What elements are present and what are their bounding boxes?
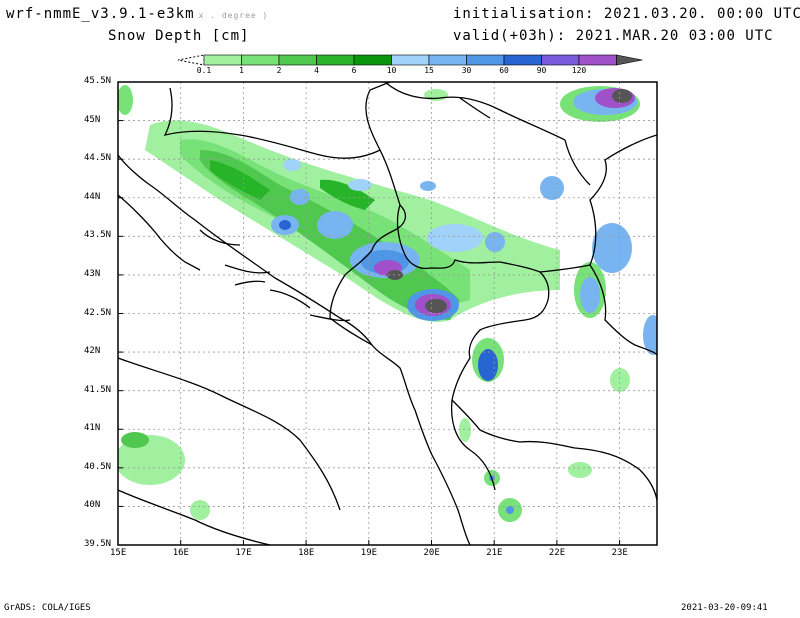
lon-label: 15E [110,548,127,558]
lat-label: 42.5N [84,307,112,318]
lat-label: 41.5N [84,384,112,395]
graticule [118,82,657,545]
colorbar-level: 120 [571,66,587,75]
colorbar-high-end [616,54,643,66]
model-name: wrf-nmmE_v3.9.1-e3km x . degree ) [6,6,268,22]
colorbar-level: 6 [351,66,357,75]
lat-label: 44.5N [84,153,112,164]
lat-label: 43N [84,268,101,279]
lat-label: 40N [84,500,101,511]
lon-label: 21E [486,548,503,558]
colorbar-swatch [578,54,617,66]
colorbar-swatch [203,54,242,66]
lat-label: 44N [84,191,101,202]
colorbar-swatch [278,54,317,66]
colorbar-swatch [391,54,430,66]
lat-label: 42N [84,346,101,357]
field-title: Snow Depth [cm] [108,28,250,44]
valid-label: valid(+03h): [453,28,567,44]
colorbar-swatch [241,54,280,66]
model-label: wrf-nmmE_v3.9.1-e3km [6,6,195,22]
lon-label: 20E [423,548,440,558]
colorbar-swatch [466,54,505,66]
colorbar-level: 90 [536,66,547,75]
colorbar-low-end [177,54,205,66]
init-line: initialisation: 2021.03.20. 00:00 UTC [453,6,800,22]
lon-label: 18E [298,548,315,558]
init-label: initialisation: [453,6,595,22]
colorbar-swatch [353,54,392,66]
lat-label: 45N [84,114,101,125]
colorbar [177,54,643,66]
valid-value: 2021.MAR.20 03:00 UTC [575,28,774,44]
lat-label: 40.5N [84,461,112,472]
colorbar-level: 2 [276,66,282,75]
valid-line: valid(+03h): 2021.MAR.20 03:00 UTC [453,28,774,44]
colorbar-swatch [541,54,580,66]
lat-label: 39.5N [84,539,112,549]
colorbar-level: 30 [461,66,472,75]
footer-timestamp: 2021-03-20-09:41 [681,603,768,613]
colorbar-level: 1 [239,66,244,75]
lon-label: 16E [172,548,189,558]
colorbar-level: 15 [424,66,434,75]
lon-label: 19E [360,548,378,558]
colorbar-swatch [316,54,355,66]
colorbar-level: 0.1 [196,66,212,75]
lat-label: 45.5N [84,76,112,86]
snow-shading [118,85,657,522]
lat-label: 43.5N [84,230,112,241]
colorbar-level: 4 [314,66,319,75]
footer-credit: GrADS: COLA/IGES [4,603,91,613]
colorbar-level: 60 [499,66,509,75]
model-suffix: x . degree ) [198,11,269,20]
init-value: 2021.03.20. 00:00 UTC [603,6,800,22]
colorbar-swatch [503,54,542,66]
lon-label: 22E [548,548,566,558]
coastline-borders [118,82,657,545]
lon-label: 23E [611,548,628,558]
axis-ticks [117,81,621,546]
lat-label: 41N [84,423,101,434]
colorbar-swatch [428,54,467,66]
colorbar-level: 10 [386,66,397,75]
lon-label: 17E [235,548,252,558]
